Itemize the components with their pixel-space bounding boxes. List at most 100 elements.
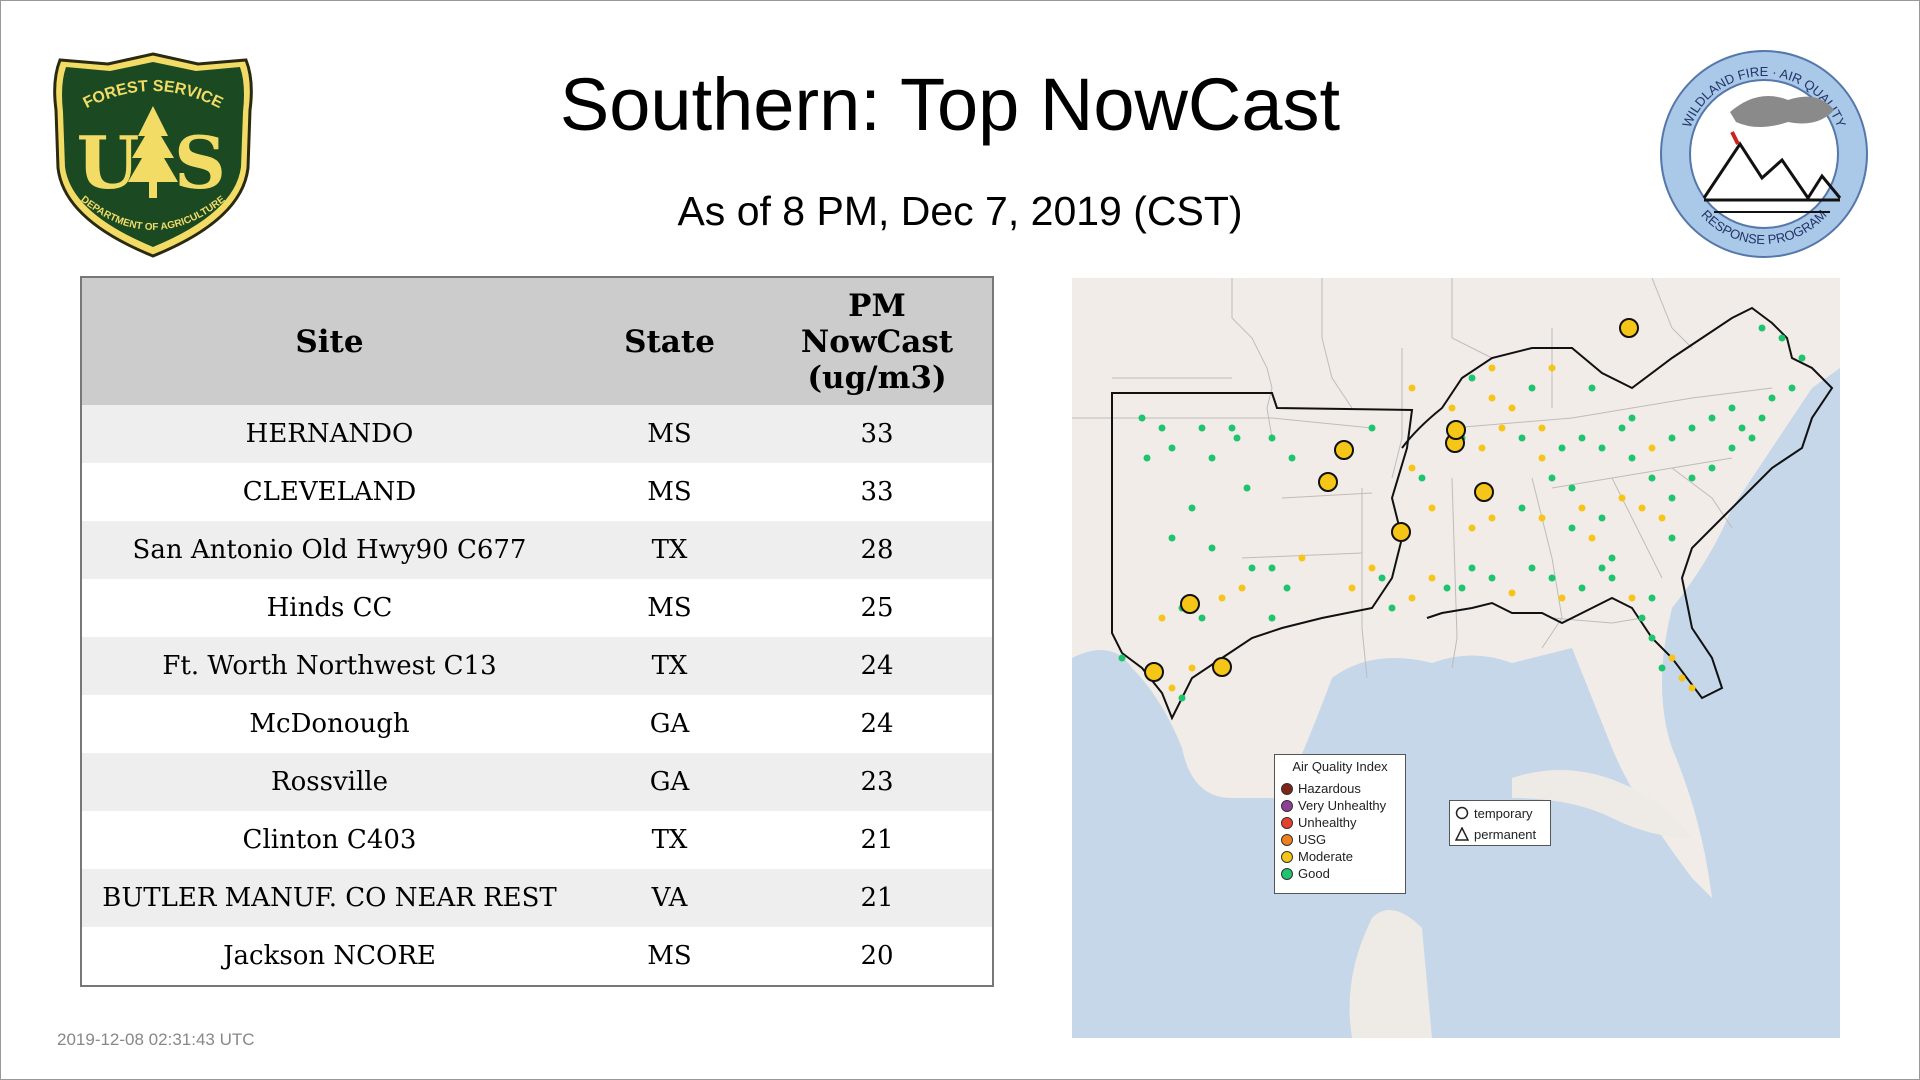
moderate-monitor-marker [1488,364,1496,372]
table-row: BUTLER MANUF. CO NEAR REST VA 21 [82,869,992,927]
moderate-monitor-marker [1408,594,1416,602]
nowcast-table: Site State PM NowCast (ug/m3) HERNANDO MS… [80,276,994,987]
good-monitor-marker [1688,424,1696,432]
moderate-monitor-marker [1158,614,1166,622]
good-monitor-marker [1168,534,1176,542]
legend-item-usg: USG [1275,831,1405,848]
good-monitor-marker [1208,544,1216,552]
good-monitor-marker [1468,374,1476,382]
good-monitor-marker [1158,424,1166,432]
state-cell: TX [577,521,762,579]
legend-item-moderate: Moderate [1275,848,1405,865]
good-monitor-marker [1528,384,1536,392]
moderate-monitor-marker [1428,504,1436,512]
good-monitor-marker [1268,434,1276,442]
good-monitor-marker [1568,524,1576,532]
good-monitor-marker [1578,584,1586,592]
good-monitor-marker [1628,414,1636,422]
good-monitor-marker [1688,474,1696,482]
good-monitor-marker [1748,434,1756,442]
site-cell: Rossville [82,753,577,811]
moderate-monitor-marker [1508,589,1516,597]
moderate-monitor-marker [1408,464,1416,472]
legend-item-hazardous: Hazardous [1275,780,1405,797]
legend-item-unhealthy: Unhealthy [1275,814,1405,831]
good-monitor-marker [1598,564,1606,572]
aqi-map [1072,278,1840,1038]
moderate-monitor-marker [1368,564,1376,572]
moderate-monitor-marker [1578,504,1586,512]
header-site: Site [82,278,577,405]
good-monitor-marker [1118,654,1126,662]
good-monitor-marker [1528,564,1536,572]
site-cell: Clinton C403 [242,825,417,855]
site-cell: Ft. Worth Northwest C13 [82,637,577,695]
good-monitor-marker [1728,404,1736,412]
good-monitor-marker [1518,504,1526,512]
good-monitor-marker [1648,474,1656,482]
state-cell: MS [647,477,692,507]
table-row: Rossville GA 23 [82,753,992,811]
triangle-icon [1455,827,1469,841]
good-monitor-marker [1598,444,1606,452]
good-monitor-marker [1588,384,1596,392]
moderate-monitor-marker [1408,384,1416,392]
hazardous-dot-icon [1281,782,1293,795]
value-cell: 24 [762,637,992,695]
good-monitor-marker [1728,444,1736,452]
moderate-monitor-marker [1448,404,1456,412]
moderate-monitor-marker [1218,594,1226,602]
region-boundary [1111,392,1414,721]
table-row: McDonough GA 24 [82,695,992,753]
moderate-monitor-marker [1298,554,1306,562]
good-monitor-marker [1628,454,1636,462]
good-monitor-marker [1488,574,1496,582]
wildland-fire-logo: WILDLAND FIRE · AIR QUALITY RESPONSE PRO… [1660,50,1868,258]
header-pm-nowcast: PM NowCast (ug/m3) [762,278,992,405]
smoke-icon [1730,96,1834,127]
moderate-monitor-marker [1478,444,1486,452]
top-site-marker [1318,472,1338,492]
state-cell: MS [577,405,762,463]
value-cell: 24 [860,709,894,739]
moderate-monitor-marker [1188,664,1196,672]
good-monitor-marker [1578,434,1586,442]
table-row: San Antonio Old Hwy90 C677 TX 28 [82,521,992,579]
unhealthy-dot-icon [1281,816,1293,829]
good-monitor-marker [1798,354,1806,362]
moderate-monitor-marker [1638,504,1646,512]
good-monitor-marker [1758,324,1766,332]
top-site-marker [1212,657,1232,677]
good-monitor-marker [1668,494,1676,502]
value-cell: 21 [762,869,992,927]
value-cell: 23 [762,753,992,811]
moderate-monitor-marker [1648,444,1656,452]
good-monitor-marker [1368,424,1376,432]
timestamp: 2019-12-08 02:31:43 UTC [57,1030,255,1049]
top-site-marker [1334,440,1354,460]
moderate-monitor-marker [1548,364,1556,372]
good-monitor-marker [1548,574,1556,582]
moderate-monitor-marker [1588,534,1596,542]
monitor-markers [1118,318,1806,702]
site-cell: Hinds CC [266,593,393,623]
top-site-marker [1180,594,1200,614]
svg-text:S: S [174,120,226,205]
top-site-marker [1474,482,1494,502]
legend-item-permanent: permanent [1450,825,1550,843]
page-title: Southern: Top NowCast [559,63,1341,146]
good-monitor-marker [1143,454,1151,462]
table-row: Ft. Worth Northwest C13 TX 24 [82,637,992,695]
good-monitor-marker [1608,574,1616,582]
moderate-monitor-marker [1508,404,1516,412]
good-monitor-marker [1168,444,1176,452]
moderate-monitor-marker [1658,514,1666,522]
value-cell: 33 [762,405,992,463]
good-monitor-marker [1198,614,1206,622]
legend-item-very-unhealthy: Very Unhealthy [1275,797,1405,814]
good-monitor-marker [1608,554,1616,562]
table-row: Hinds CC MS 25 [82,579,992,637]
shape-legend: temporary permanent [1449,800,1551,846]
top-site-marker [1144,662,1164,682]
good-monitor-marker [1378,574,1386,582]
